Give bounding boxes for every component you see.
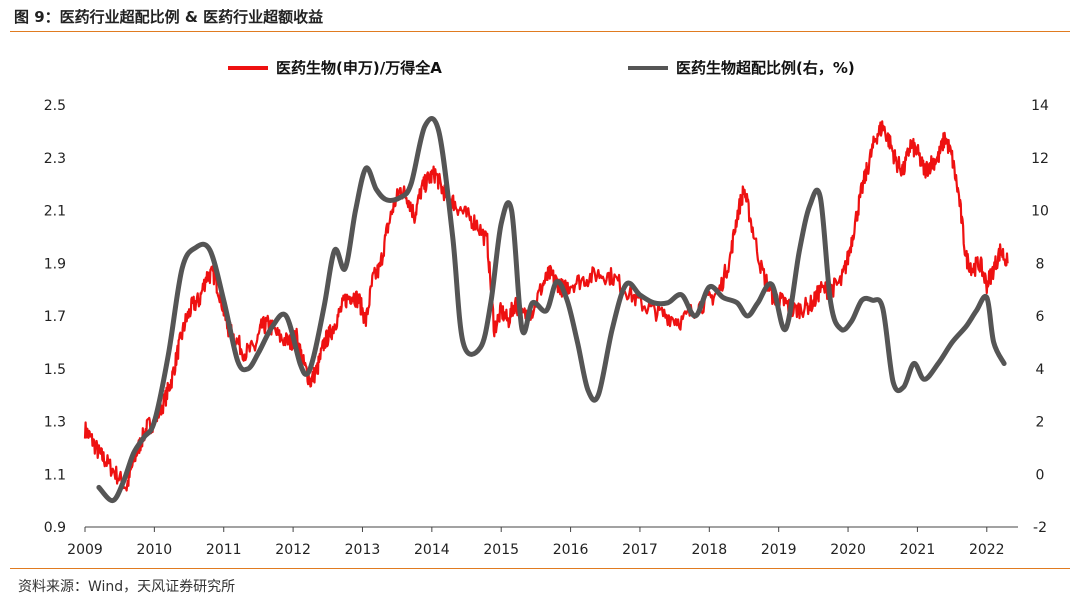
- y-right-tick-label: 2: [1036, 415, 1045, 431]
- y-left-tick-label: 1.5: [44, 362, 66, 378]
- y-left-tick-label: 1.7: [44, 309, 66, 325]
- x-tick-label: 2021: [900, 542, 936, 558]
- y-left-tick-label: 2.3: [44, 151, 66, 167]
- y-right-tick-label: 10: [1031, 204, 1049, 220]
- x-tick-label: 2019: [761, 542, 797, 558]
- x-tick-label: 2012: [275, 542, 311, 558]
- series-line-gray: [96, 116, 1007, 504]
- legend: 医药生物(申万)/万得全A 医药生物超配比例(右，%): [228, 59, 855, 77]
- legend-label-gray: 医药生物超配比例(右，%): [676, 59, 855, 77]
- y-right-tick-label: 14: [1031, 98, 1049, 114]
- y-left-tick-label: 2.5: [44, 98, 66, 114]
- x-tick-label: 2009: [67, 542, 103, 558]
- x-tick-label: 2014: [414, 542, 450, 558]
- y-left-tick-label: 1.1: [44, 467, 66, 483]
- y-left-tick-label: 0.9: [44, 520, 66, 536]
- x-tick-label: 2017: [622, 542, 658, 558]
- bottom-divider: [10, 568, 1070, 569]
- y-left-tick-label: 1.3: [44, 415, 66, 431]
- y-left-tick-label: 2.1: [44, 204, 66, 220]
- y-axis-right-ticks: -2 0 2 4 6 8 10 12 14: [1031, 98, 1049, 536]
- y-left-tick-label: 1.9: [44, 256, 66, 272]
- legend-label-red: 医药生物(申万)/万得全A: [276, 59, 442, 77]
- chart-title: 图 9：医药行业超配比例 & 医药行业超额收益: [14, 8, 324, 26]
- y-right-tick-label: 12: [1031, 151, 1049, 167]
- y-right-tick-label: -2: [1033, 520, 1047, 536]
- x-tick-label: 2020: [830, 542, 866, 558]
- x-tick-label: 2015: [483, 542, 519, 558]
- y-axis-left-ticks: 0.9 1.1 1.3 1.5 1.7 1.9 2.1 2.3 2.5: [44, 98, 66, 536]
- x-tick-label: 2010: [137, 542, 173, 558]
- source-note: 资料来源：Wind，天风证券研究所: [18, 579, 236, 595]
- x-tick-label: 2022: [969, 542, 1005, 558]
- x-tick-label: 2013: [345, 542, 381, 558]
- y-right-tick-label: 6: [1036, 309, 1045, 325]
- y-right-tick-label: 8: [1036, 256, 1045, 272]
- x-tick-label: 2011: [206, 542, 242, 558]
- x-tick-label: 2018: [691, 542, 727, 558]
- y-right-tick-label: 4: [1036, 362, 1045, 378]
- x-axis-ticks: 2009 2010 2011 2012 2013 2014 2015 2016 2017 2018…: [67, 527, 1005, 558]
- y-right-tick-label: 0: [1036, 467, 1045, 483]
- x-tick-label: 2016: [553, 542, 589, 558]
- top-divider: [10, 31, 1070, 32]
